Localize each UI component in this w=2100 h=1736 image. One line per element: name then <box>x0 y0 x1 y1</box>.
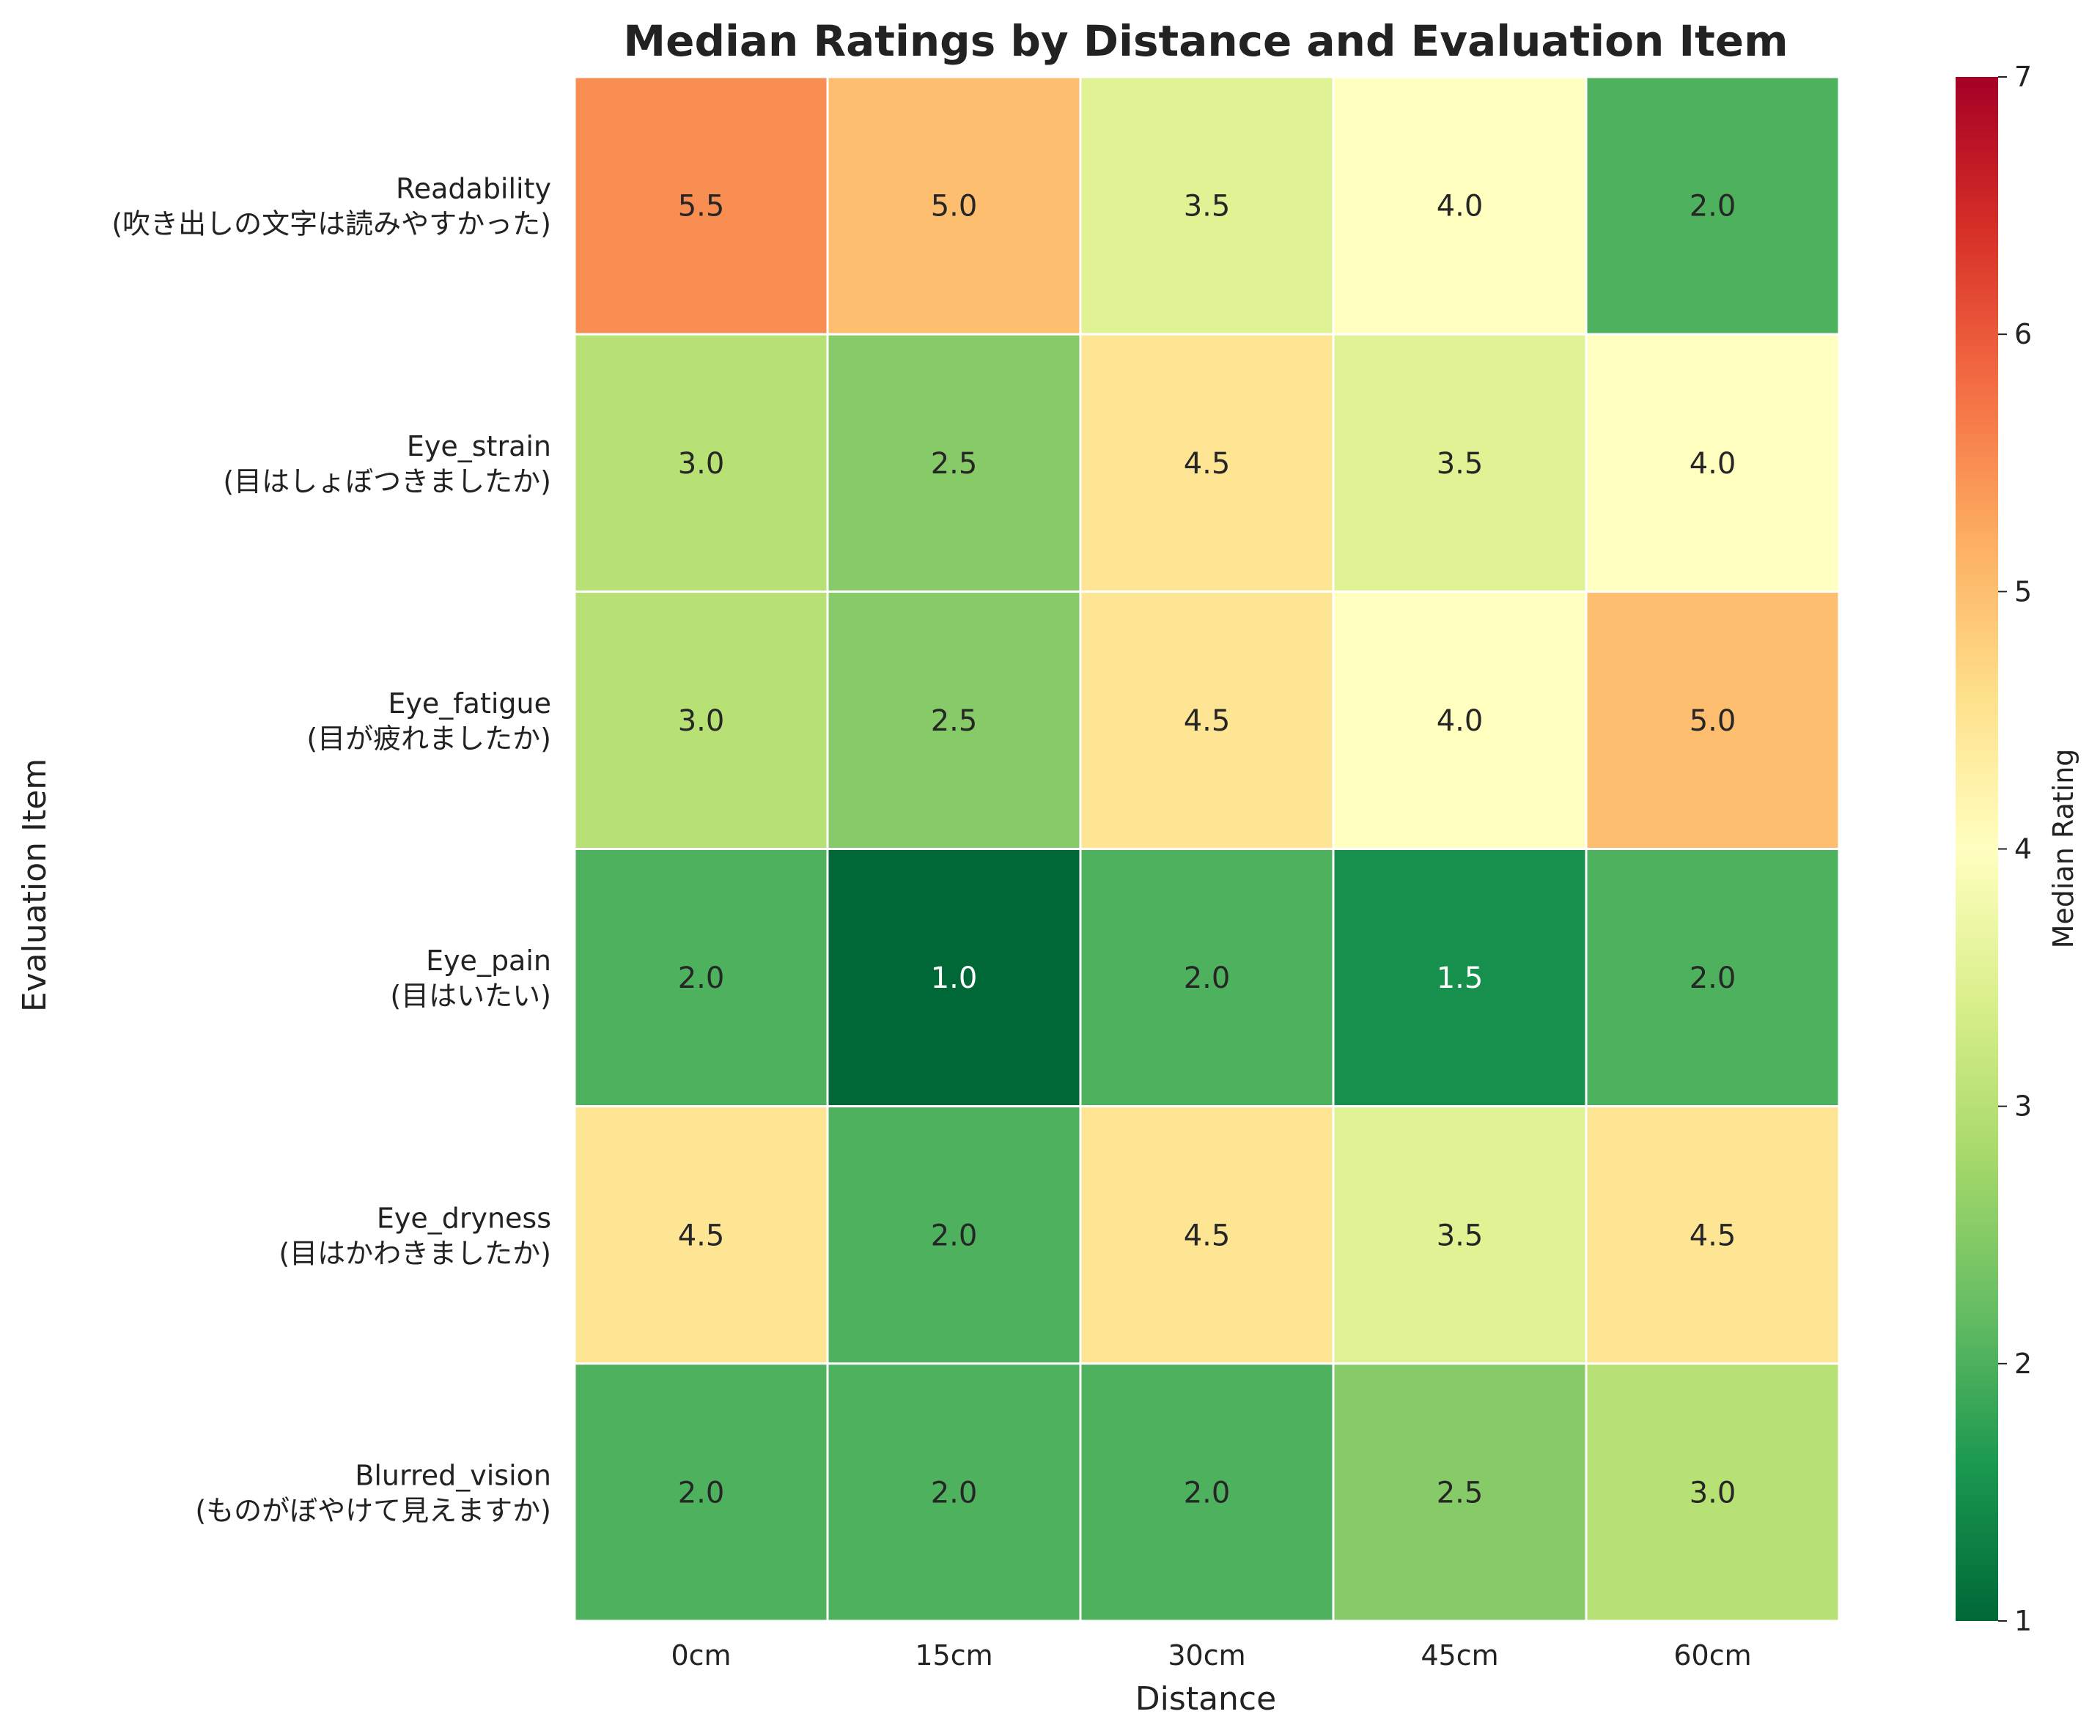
heatmap-cell <box>1585 848 1841 1108</box>
cell-value-label: 1.0 <box>931 961 978 995</box>
colorbar-tick-label: 1 <box>2014 1605 2032 1637</box>
heatmap-cell <box>826 1362 1082 1622</box>
cell-value-label: 4.5 <box>1184 1219 1231 1252</box>
y-tick-label: Eye_fatigue <box>388 687 551 720</box>
colorbar-label: Median Rating <box>2047 749 2079 949</box>
cell-value-label: 3.0 <box>678 704 725 738</box>
heatmap-cell <box>826 590 1082 850</box>
cell-value-label: 2.0 <box>678 961 725 995</box>
heatmap-cell <box>1079 333 1335 593</box>
x-axis-label: Distance <box>1135 1680 1276 1718</box>
cell-value-label: 4.5 <box>1184 447 1231 481</box>
cell-value-label: 4.0 <box>1437 190 1484 224</box>
cell-value-label: 2.5 <box>931 704 978 738</box>
y-tick-label: Blurred_vision <box>355 1459 551 1491</box>
cell-value-label: 2.0 <box>1184 961 1231 995</box>
heatmap-cell <box>1079 75 1335 336</box>
heatmap-cell <box>826 75 1082 336</box>
heatmap-cell <box>1585 333 1841 593</box>
colorbar-tick-label: 7 <box>2014 61 2032 93</box>
heatmap-cell <box>573 333 829 593</box>
cell-value-label: 2.0 <box>931 1219 978 1252</box>
cell-value-label: 4.5 <box>1690 1219 1736 1252</box>
heatmap-cell <box>1332 590 1588 850</box>
cell-value-label: 2.5 <box>931 447 978 481</box>
cell-value-label: 2.0 <box>678 1476 725 1510</box>
y-tick-sublabel: (目が疲れましたか) <box>306 723 551 755</box>
y-tick-sublabel: (吹き出しの文字は読みやすかった) <box>111 208 551 240</box>
colorbar-ticks: 1 2 3 4 5 6 7 <box>1998 61 2032 1637</box>
y-tick-label: Eye_dryness <box>377 1202 551 1234</box>
heatmap-cells: 5.5 5.0 3.5 4.0 2.0 3.0 2.5 4.5 3.5 4.0 3.0 2.5 4.5 4… <box>573 75 1841 1622</box>
cell-value-label: 3.0 <box>1690 1476 1736 1510</box>
y-tick-label: Eye_strain <box>407 430 551 462</box>
y-tick-sublabel: (目はしょぼつきましたか) <box>223 465 551 498</box>
heatmap-cell <box>1332 1362 1588 1622</box>
heatmap-cell <box>1585 1362 1841 1622</box>
colorbar-tick-label: 2 <box>2014 1348 2032 1380</box>
heatmap-cell <box>1079 1362 1335 1622</box>
y-axis-label: Evaluation Item <box>16 758 54 1012</box>
cell-value-label: 2.5 <box>1437 1476 1484 1510</box>
colorbar-tick-label: 4 <box>2014 833 2032 865</box>
heatmap-cell <box>1332 75 1588 336</box>
cell-value-label: 2.0 <box>931 1476 978 1510</box>
cell-value-label: 5.5 <box>678 190 725 224</box>
cell-value-label: 2.0 <box>1184 1476 1231 1510</box>
cell-value-label: 3.5 <box>1437 447 1484 481</box>
x-tick-label: 15cm <box>915 1639 992 1672</box>
y-tick-label: Eye_pain <box>426 945 551 977</box>
y-tick-sublabel: (目はいたい) <box>390 980 551 1012</box>
heatmap-cell <box>1585 1105 1841 1365</box>
x-tick-labels: 0cm 15cm 30cm 45cm 60cm <box>671 1639 1751 1672</box>
heatmap-cell <box>573 848 829 1108</box>
heatmap-cell <box>1079 1105 1335 1365</box>
colorbar-tick-label: 3 <box>2014 1090 2032 1123</box>
heatmap-cell <box>1585 590 1841 850</box>
heatmap-cell <box>1079 590 1335 850</box>
x-tick-label: 0cm <box>671 1639 731 1672</box>
cell-value-label: 4.5 <box>678 1219 725 1252</box>
y-tick-sublabel: (目はかわきましたか) <box>279 1237 551 1269</box>
cell-value-label: 1.5 <box>1437 961 1484 995</box>
heatmap-cell <box>826 848 1082 1108</box>
heatmap-cell <box>826 1105 1082 1365</box>
cell-value-label: 2.0 <box>1690 190 1736 224</box>
y-tick-sublabel: (ものがぼやけて見えますか) <box>195 1494 551 1526</box>
cell-value-label: 4.0 <box>1437 704 1484 738</box>
cell-value-label: 5.0 <box>1690 704 1736 738</box>
chart-title: Median Ratings by Distance and Evaluatio… <box>623 16 1788 66</box>
colorbar-tick-label: 6 <box>2014 318 2032 350</box>
cell-value-label: 4.0 <box>1690 447 1736 481</box>
x-tick-label: 45cm <box>1421 1639 1498 1672</box>
x-tick-label: 30cm <box>1168 1639 1245 1672</box>
heatmap-cell <box>573 1105 829 1365</box>
heatmap-cell <box>1585 75 1841 336</box>
cell-value-label: 3.5 <box>1437 1219 1484 1252</box>
cell-value-label: 2.0 <box>1690 961 1736 995</box>
heatmap-cell <box>1079 848 1335 1108</box>
y-tick-label: Readability <box>396 173 551 205</box>
colorbar-tick-label: 5 <box>2014 575 2032 607</box>
cell-value-label: 5.0 <box>931 190 978 224</box>
cell-value-label: 4.5 <box>1184 704 1231 738</box>
y-tick-labels: Readability(吹き出しの文字は読みやすかった)Eye_strain(目… <box>111 173 551 1527</box>
colorbar <box>1956 77 1998 1621</box>
heatmap-cell <box>1332 848 1588 1108</box>
cell-value-label: 3.5 <box>1184 190 1231 224</box>
cell-value-label: 3.0 <box>678 447 725 481</box>
x-tick-label: 60cm <box>1673 1639 1751 1672</box>
heatmap-cell <box>573 75 829 336</box>
